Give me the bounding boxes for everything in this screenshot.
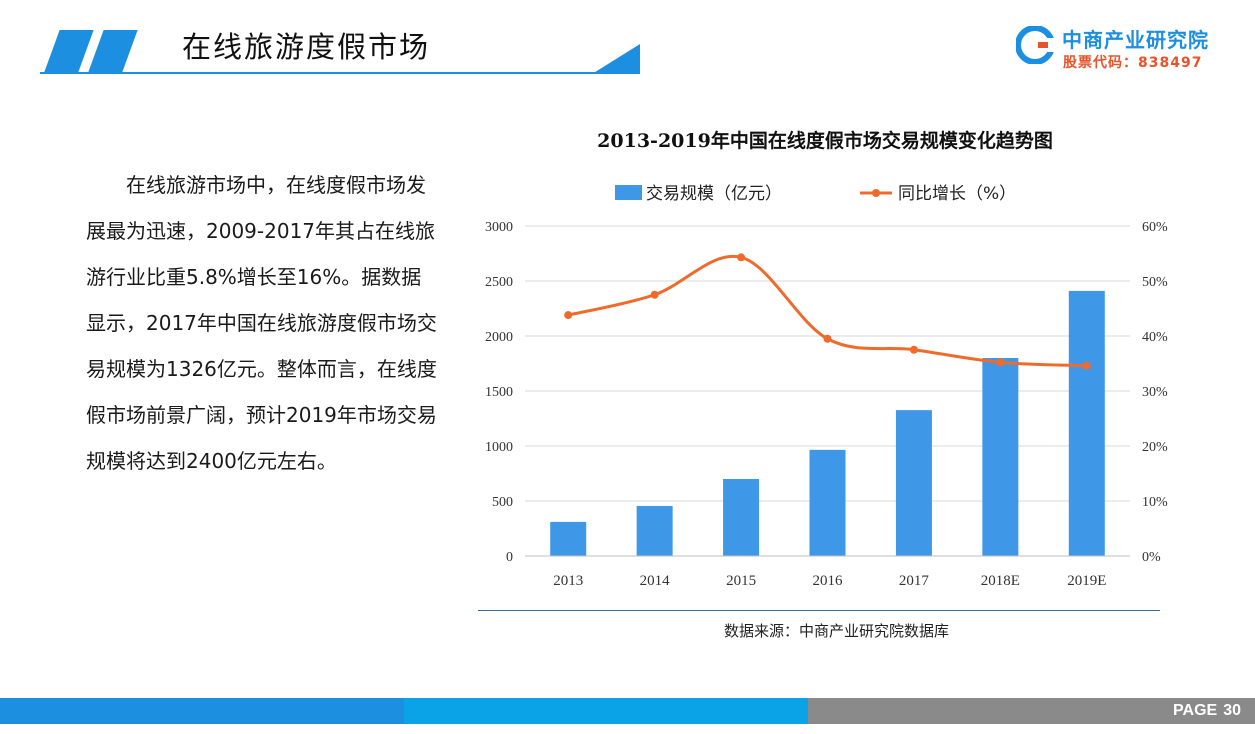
legend-bar-swatch (615, 185, 642, 200)
logo-name: 中商产业研究院 (1062, 28, 1209, 52)
y-right-tick-label: 10% (1142, 495, 1168, 510)
bar (723, 479, 760, 556)
header-underline (40, 72, 638, 74)
y-right-tick-label: 60% (1142, 220, 1168, 235)
growth-point (909, 345, 918, 354)
chart-title: 2013-2019年中国在线度假市场交易规模变化趋势图 (597, 130, 1053, 152)
footer-bar (0, 698, 404, 724)
y-left-tick-label: 2500 (485, 275, 513, 290)
header-stripe (88, 30, 138, 72)
y-left-tick-label: 1500 (485, 385, 513, 400)
y-right-tick-label: 20% (1142, 440, 1168, 455)
growth-point (564, 311, 573, 320)
source-divider (478, 610, 1160, 611)
growth-point (1082, 361, 1091, 370)
y-left-tick-label: 0 (506, 550, 513, 565)
header-triangle (592, 44, 640, 74)
bar (636, 505, 673, 556)
x-tick-label: 2013 (553, 573, 583, 589)
bar (1068, 290, 1105, 556)
growth-point (823, 334, 832, 343)
bar (809, 449, 846, 556)
combo-chart: 0 500 1000 1500 2000 2500 3000 0% 10% 20% 30% 40% 50… (485, 184, 1168, 589)
legend-line-label: 同比增长（%） (898, 184, 1016, 204)
footer-bar (404, 698, 808, 724)
y-left-tick-label: 500 (492, 495, 513, 510)
y-left-tick-label: 3000 (485, 220, 513, 235)
footer-bar (808, 698, 1255, 724)
x-tick-label: 2014 (640, 573, 671, 589)
y-right-tick-label: 0% (1142, 550, 1161, 565)
stock-code: 股票代码：838497 (1063, 55, 1203, 71)
growth-point (650, 290, 659, 299)
page-title: 在线旅游度假市场 (182, 30, 431, 64)
page-number: PAGE 30 (1167, 702, 1241, 720)
page-label: PAGE (1173, 702, 1218, 719)
y-left-tick-label: 2000 (485, 330, 513, 345)
page-value: 30 (1223, 702, 1241, 719)
bar (982, 358, 1019, 556)
description-paragraph: 在线旅游市场中，在线度假市场发展最为迅速，2009-2017年其占在线旅游行业比… (86, 173, 437, 473)
bar (895, 410, 932, 556)
x-tick-label: 2017 (899, 573, 930, 589)
x-tick-label: 2016 (813, 573, 844, 589)
x-tick-label: 2018E (981, 573, 1020, 589)
y-right-tick-label: 40% (1142, 330, 1168, 345)
header-stripe (44, 30, 94, 72)
legend-bar-label: 交易规模（亿元） (646, 184, 782, 204)
data-source: 数据来源：中商产业研究院数据库 (724, 622, 950, 640)
bar (550, 521, 587, 556)
growth-line (567, 254, 1087, 368)
legend-line-marker (872, 189, 880, 197)
y-left-tick-label: 1000 (485, 440, 513, 455)
growth-point (996, 358, 1005, 367)
x-tick-label: 2019E (1067, 573, 1106, 589)
y-right-tick-label: 30% (1142, 385, 1168, 400)
logo-icon (1016, 26, 1054, 64)
y-right-tick-label: 50% (1142, 275, 1168, 290)
growth-point (737, 253, 746, 262)
x-tick-label: 2015 (726, 573, 756, 589)
